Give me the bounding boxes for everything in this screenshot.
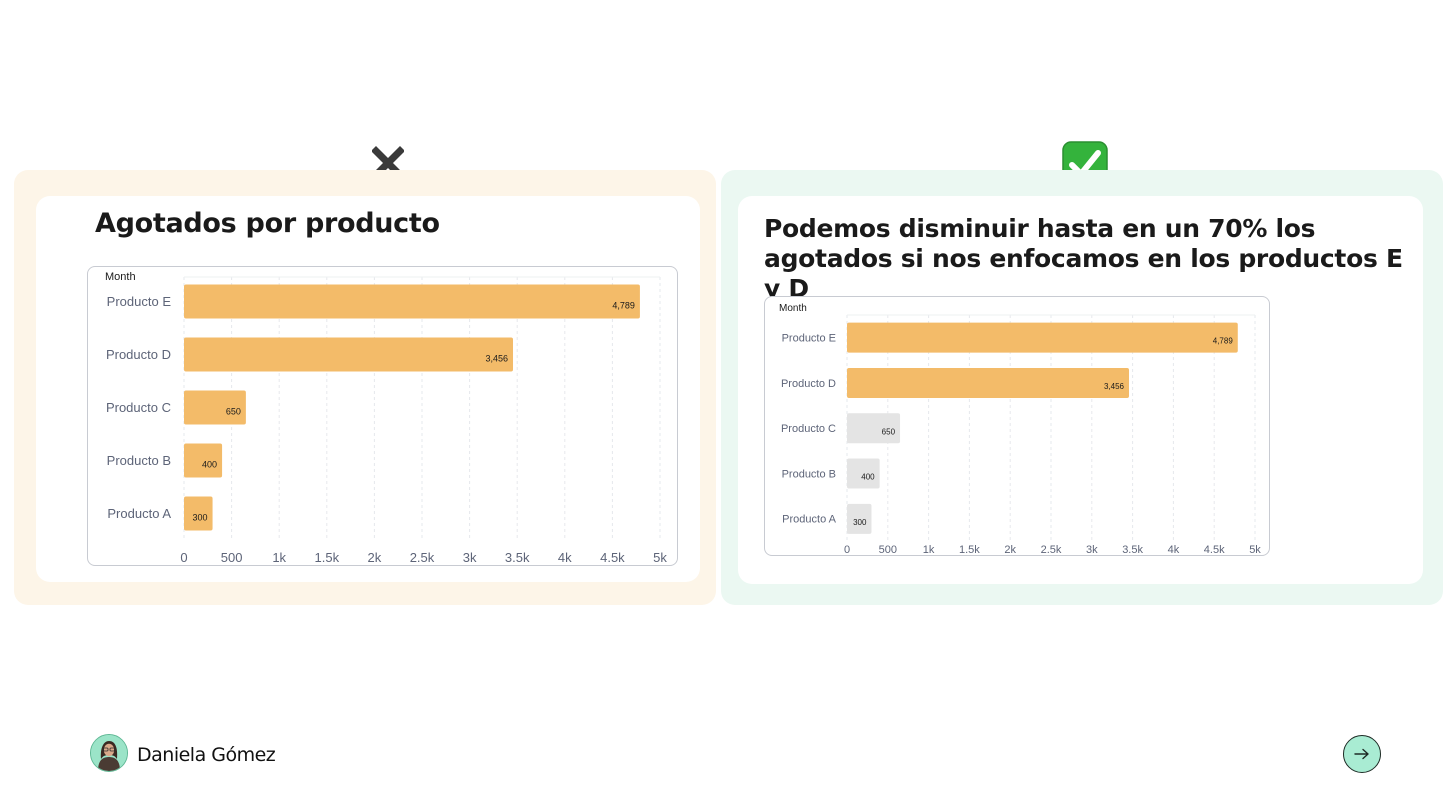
chart-bar <box>184 284 640 319</box>
chart-bar <box>847 367 1130 398</box>
chart-bar <box>847 458 880 489</box>
chart-category-label: Producto B <box>107 453 171 468</box>
chart-tick-label: 4k <box>558 550 572 565</box>
chart-bar <box>847 322 1238 353</box>
chart-tick-label: 2k <box>1004 544 1016 556</box>
chart-category-label: Producto C <box>106 400 171 415</box>
right-panel: Podemos disminuir hasta en un 70% los ag… <box>721 170 1443 605</box>
chart-tick-label: 3k <box>463 550 477 565</box>
chart-tick-label: 0 <box>844 544 850 556</box>
right-heading: Podemos disminuir hasta en un 70% los ag… <box>764 214 1403 303</box>
next-button[interactable] <box>1343 735 1381 773</box>
chart-category-label: Producto A <box>782 514 836 526</box>
chart-category-label: Producto C <box>781 423 836 435</box>
chart-tick-label: 2.5k <box>410 550 435 565</box>
right-card: Podemos disminuir hasta en un 70% los ag… <box>738 196 1423 584</box>
chart-axis-title: Month <box>779 303 807 314</box>
chart-bar <box>847 413 901 444</box>
chart-category-label: Producto B <box>782 468 836 480</box>
chart-tick-label: 1.5k <box>959 544 980 556</box>
chart-tick-label: 1k <box>923 544 935 556</box>
chart-category-label: Producto D <box>106 347 171 362</box>
chart-bar <box>184 443 223 478</box>
left-heading: Agotados por producto <box>95 208 440 239</box>
right-chart: Month 0 500 1k 1.5k 2k 2.5k 3k 3.5k 4k 4.5k 5k Produ… <box>764 296 1270 556</box>
chart-tick-label: 1.5k <box>315 550 340 565</box>
chart-value-label: 3,456 <box>1104 382 1125 391</box>
chart-value-label: 4,789 <box>612 300 635 310</box>
chart-tick-label: 500 <box>221 550 243 565</box>
chart-bar <box>184 337 514 372</box>
chart-value-label: 3,456 <box>485 353 508 363</box>
left-chart: Month 0 500 1k 1.5k 2k 2.5k 3k 3.5k 4k 4.5k 5k Produ… <box>87 266 678 566</box>
chart-tick-label: 0 <box>180 550 187 565</box>
chart-category-label: Producto D <box>781 378 836 390</box>
chart-bar <box>184 496 213 531</box>
chart-axis-title: Month <box>105 271 136 283</box>
chart-tick-label: 2k <box>368 550 382 565</box>
chart-tick-label: 4k <box>1168 544 1180 556</box>
chart-tick-label: 3.5k <box>505 550 530 565</box>
chart-tick-label: 4.5k <box>600 550 625 565</box>
chart-tick-label: 2.5k <box>1041 544 1062 556</box>
chart-tick-label: 4.5k <box>1204 544 1225 556</box>
chart-category-label: Producto E <box>107 294 172 309</box>
chart-category-label: Producto E <box>782 333 836 345</box>
chart-tick-label: 3k <box>1086 544 1098 556</box>
chart-value-label: 650 <box>882 427 896 436</box>
chart-tick-label: 500 <box>879 544 897 556</box>
avatar <box>90 734 128 772</box>
chart-value-label: 400 <box>861 473 875 482</box>
chart-value-label: 400 <box>202 459 217 469</box>
right-chart-svg: Month 0 500 1k 1.5k 2k 2.5k 3k 3.5k 4k 4.5k 5k Produ… <box>779 303 1261 556</box>
chart-value-label: 300 <box>853 518 867 527</box>
chart-bar <box>847 503 872 534</box>
chart-value-label: 300 <box>193 512 208 522</box>
chart-category-label: Producto A <box>107 506 171 521</box>
arrow-right-icon <box>1354 748 1369 760</box>
chart-value-label: 650 <box>226 406 241 416</box>
chart-value-label: 4,789 <box>1213 337 1234 346</box>
left-chart-svg: Month 0 500 1k 1.5k 2k 2.5k 3k 3.5k 4k 4.5k 5k Produ… <box>105 271 667 565</box>
chart-tick-label: 3.5k <box>1122 544 1143 556</box>
chart-bar <box>184 390 246 425</box>
avatar-photo <box>91 735 127 771</box>
chart-tick-label: 5k <box>1249 544 1261 556</box>
chart-tick-label: 5k <box>653 550 667 565</box>
author-name: Daniela Gómez <box>137 744 276 766</box>
left-card: Agotados por producto Month 0 500 1k 1.5k 2k 2… <box>36 196 700 582</box>
left-panel: Agotados por producto Month 0 500 1k 1.5k 2k 2… <box>14 170 716 605</box>
chart-tick-label: 1k <box>272 550 286 565</box>
